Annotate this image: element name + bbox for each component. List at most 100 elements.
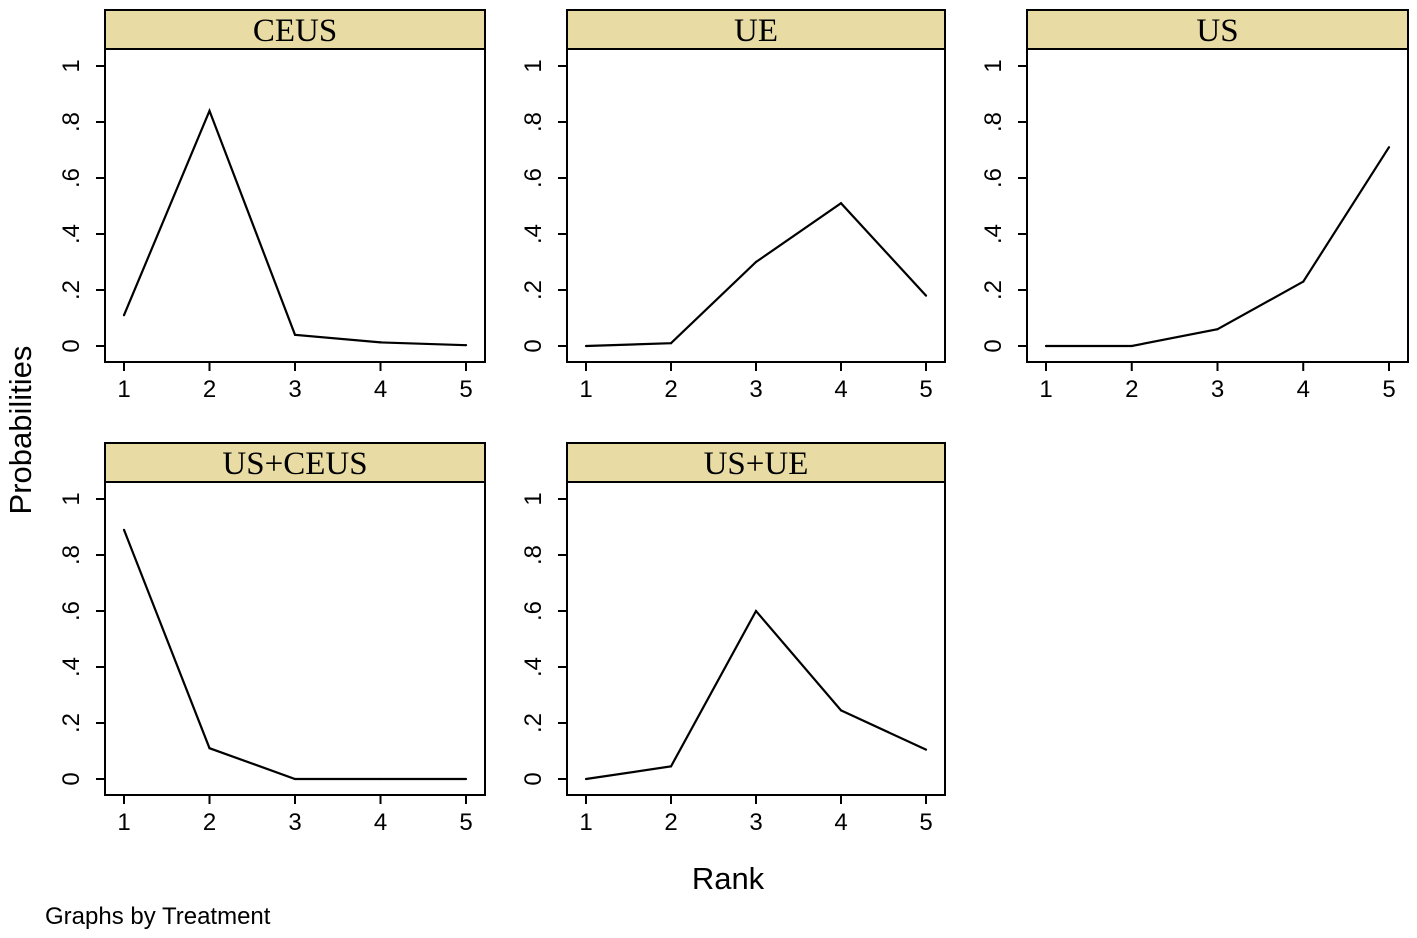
panel-title-strip <box>1026 9 1409 50</box>
data-point <box>122 528 126 531</box>
y-tick-label: 0 <box>520 772 547 785</box>
panel-us-ue: US+UE 1 2 3 4 5 0 .2 .4 .6 .8 1 <box>520 442 946 836</box>
data-point <box>1044 344 1048 348</box>
y-tick-label: .4 <box>980 224 1007 244</box>
y-tick-label: .4 <box>520 224 547 244</box>
y-axis-title: Probabilities <box>3 346 38 515</box>
y-tick-label: .2 <box>520 280 547 300</box>
data-point <box>464 777 468 781</box>
plot-area <box>1026 48 1409 363</box>
x-tick-label: 3 <box>288 376 301 403</box>
y-tick-label: .8 <box>520 112 547 132</box>
data-point <box>584 344 588 348</box>
x-tick-label: 5 <box>919 376 932 403</box>
chart-panels: CEUS 1 2 3 4 5 0 .2 .4 .6 .8 1 UE 1 2 3 4 5 0 .2 .4 .6 .8 1 US 1 2… <box>58 9 1409 836</box>
x-tick-label: 3 <box>749 376 762 403</box>
x-tick-label: 2 <box>664 376 677 403</box>
panel-title: CEUS <box>253 13 337 49</box>
panel-title: US+CEUS <box>222 446 367 482</box>
x-axis-title: Rank <box>692 861 765 896</box>
y-tick-label: .4 <box>58 657 85 677</box>
data-point <box>669 342 673 345</box>
x-tick-label: 2 <box>203 809 216 836</box>
data-point <box>924 294 928 297</box>
panel-title: US+UE <box>704 446 809 482</box>
x-tick-label: 5 <box>919 809 932 836</box>
graphs-by-note: Graphs by Treatment <box>45 903 271 930</box>
y-tick-label: .6 <box>58 168 85 188</box>
y-tick-label: 1 <box>58 492 85 505</box>
y-tick-label: .2 <box>980 280 1007 300</box>
y-tick-label: .2 <box>58 280 85 300</box>
x-tick-label: 1 <box>1039 376 1052 403</box>
y-tick-label: .8 <box>980 112 1007 132</box>
data-point <box>1387 146 1391 149</box>
x-tick-label: 3 <box>749 809 762 836</box>
data-point <box>1130 344 1133 348</box>
data-point <box>754 260 758 264</box>
x-tick-label: 2 <box>203 376 216 403</box>
data-point <box>1302 280 1305 283</box>
y-tick-label: .6 <box>58 601 85 621</box>
data-point <box>669 765 673 768</box>
plot-area <box>566 481 946 796</box>
y-tick-label: .4 <box>58 224 85 244</box>
data-point <box>839 709 843 712</box>
data-point <box>293 333 297 336</box>
x-tick-label: 2 <box>664 809 677 836</box>
panel-us: US 1 2 3 4 5 0 .2 .4 .6 .8 1 <box>980 9 1409 403</box>
panel-us-ceus: US+CEUS 1 2 3 4 5 0 .2 .4 .6 .8 1 <box>58 442 486 836</box>
x-tick-label: 4 <box>1297 376 1310 403</box>
panel-title-strip <box>566 442 946 483</box>
plot-area <box>566 48 946 363</box>
x-tick-label: 3 <box>1211 376 1224 403</box>
x-tick-label: 2 <box>1125 376 1138 403</box>
y-tick-label: 1 <box>520 492 547 505</box>
x-tick-label: 5 <box>459 376 472 403</box>
x-tick-label: 5 <box>459 809 472 836</box>
y-tick-label: .4 <box>520 657 547 677</box>
x-tick-label: 3 <box>288 809 301 836</box>
x-tick-label: 1 <box>579 809 592 836</box>
x-tick-label: 4 <box>834 376 847 403</box>
panel-ue: UE 1 2 3 4 5 0 .2 .4 .6 .8 1 <box>520 9 946 403</box>
y-tick-label: .8 <box>520 545 547 565</box>
x-tick-label: 1 <box>579 376 592 403</box>
y-tick-label: .8 <box>58 545 85 565</box>
x-tick-label: 4 <box>374 376 387 403</box>
data-point <box>379 341 382 344</box>
x-tick-label: 5 <box>1382 376 1395 403</box>
data-point <box>122 314 126 317</box>
y-tick-label: .6 <box>520 601 547 621</box>
y-tick-label: .2 <box>58 713 85 733</box>
data-point <box>208 747 211 750</box>
y-tick-label: 0 <box>980 339 1007 352</box>
y-tick-label: .2 <box>520 713 547 733</box>
data-point <box>464 344 468 347</box>
x-tick-label: 1 <box>117 376 130 403</box>
x-tick-label: 4 <box>374 809 387 836</box>
data-point <box>379 777 382 781</box>
y-tick-label: 0 <box>58 772 85 785</box>
plot-area <box>104 481 486 796</box>
data-point <box>208 109 211 112</box>
y-tick-label: 0 <box>58 339 85 352</box>
panel-ceus: CEUS 1 2 3 4 5 0 .2 .4 .6 .8 1 <box>58 9 486 403</box>
panel-title: US <box>1196 13 1238 49</box>
panel-title-strip <box>566 9 946 50</box>
y-tick-label: 0 <box>520 339 547 352</box>
x-tick-label: 4 <box>834 809 847 836</box>
data-point <box>584 777 588 781</box>
y-tick-label: 1 <box>58 59 85 72</box>
y-tick-label: 1 <box>980 59 1007 72</box>
data-point <box>1216 328 1219 331</box>
data-point <box>293 777 297 781</box>
y-tick-label: .6 <box>980 168 1007 188</box>
y-tick-label: .6 <box>520 168 547 188</box>
data-point <box>754 609 758 613</box>
panel-title-strip <box>104 9 486 50</box>
y-tick-label: 1 <box>520 59 547 72</box>
plot-area <box>104 48 486 363</box>
data-point <box>924 748 928 751</box>
